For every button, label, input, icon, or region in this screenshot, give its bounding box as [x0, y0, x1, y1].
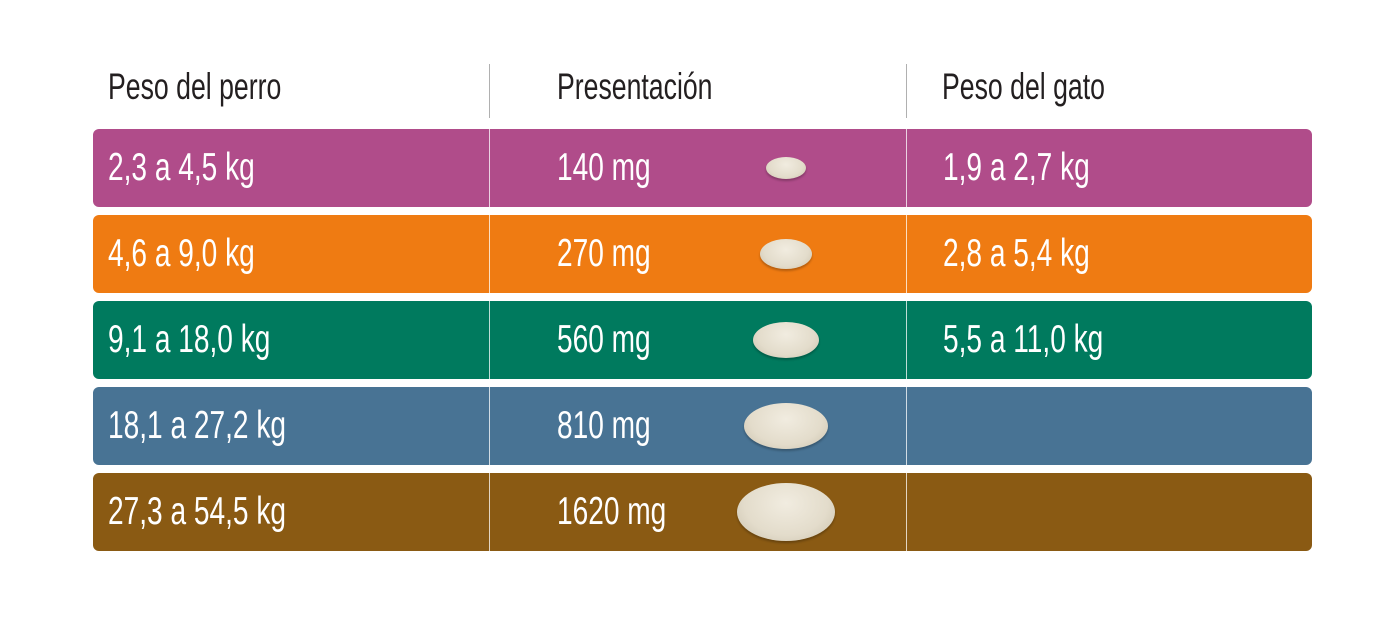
cat-weight: 1,9 a 2,7 kg — [943, 146, 1090, 189]
column-divider — [906, 215, 907, 293]
dog-weight: 9,1 a 18,0 kg — [108, 318, 271, 361]
dose: 140 mg — [557, 146, 651, 189]
dose: 270 mg — [557, 232, 651, 275]
dose-cell: 810 mg — [557, 387, 687, 465]
cat-weight-cell: 5,5 a 11,0 kg — [943, 301, 1166, 379]
dog-weight-cell: 4,6 a 9,0 kg — [108, 215, 312, 293]
dose-cell: 560 mg — [557, 301, 687, 379]
tablet-icon — [766, 157, 806, 179]
dog-weight: 27,3 a 54,5 kg — [108, 490, 286, 533]
header-dog-weight: Peso del perro — [108, 66, 349, 108]
header-presentation: Presentación — [557, 66, 773, 108]
column-divider — [906, 387, 907, 465]
dog-weight-cell: 9,1 a 18,0 kg — [108, 301, 334, 379]
column-divider — [906, 473, 907, 551]
tablet-icon — [760, 239, 812, 269]
header-divider — [906, 64, 907, 118]
column-divider — [489, 129, 490, 207]
dog-weight-cell: 18,1 a 27,2 kg — [108, 387, 355, 465]
tablet-icon — [753, 322, 819, 358]
dose-cell: 140 mg — [557, 129, 687, 207]
header-cat-weight: Peso del gato — [942, 66, 1168, 108]
table-row: 4,6 a 9,0 kg 270 mg 2,8 a 5,4 kg — [93, 215, 1312, 293]
table-row: 2,3 a 4,5 kg 140 mg 1,9 a 2,7 kg — [93, 129, 1312, 207]
dog-weight: 2,3 a 4,5 kg — [108, 146, 255, 189]
header-presentation-label: Presentación — [557, 66, 713, 107]
header-dog-weight-label: Peso del perro — [108, 66, 282, 107]
column-divider — [489, 301, 490, 379]
dose-cell: 1620 mg — [557, 473, 709, 551]
table-row: 27,3 a 54,5 kg 1620 mg — [93, 473, 1312, 551]
column-divider — [489, 387, 490, 465]
column-divider — [489, 473, 490, 551]
table-row: 9,1 a 18,0 kg 560 mg 5,5 a 11,0 kg — [93, 301, 1312, 379]
dog-weight: 4,6 a 9,0 kg — [108, 232, 255, 275]
dose-cell: 270 mg — [557, 215, 687, 293]
dose: 560 mg — [557, 318, 651, 361]
cat-weight: 5,5 a 11,0 kg — [943, 318, 1104, 361]
cat-weight-cell: 1,9 a 2,7 kg — [943, 129, 1147, 207]
dose: 810 mg — [557, 404, 651, 447]
cat-weight: 2,8 a 5,4 kg — [943, 232, 1090, 275]
dog-weight: 18,1 a 27,2 kg — [108, 404, 286, 447]
dog-weight-cell: 2,3 a 4,5 kg — [108, 129, 312, 207]
table-row: 18,1 a 27,2 kg 810 mg — [93, 387, 1312, 465]
header-divider — [489, 64, 490, 118]
header-cat-weight-label: Peso del gato — [942, 66, 1105, 107]
column-divider — [489, 215, 490, 293]
dose: 1620 mg — [557, 490, 667, 533]
column-divider — [906, 301, 907, 379]
dog-weight-cell: 27,3 a 54,5 kg — [108, 473, 355, 551]
column-divider — [906, 129, 907, 207]
tablet-icon — [744, 403, 828, 449]
tablet-icon — [737, 483, 835, 541]
cat-weight-cell: 2,8 a 5,4 kg — [943, 215, 1147, 293]
